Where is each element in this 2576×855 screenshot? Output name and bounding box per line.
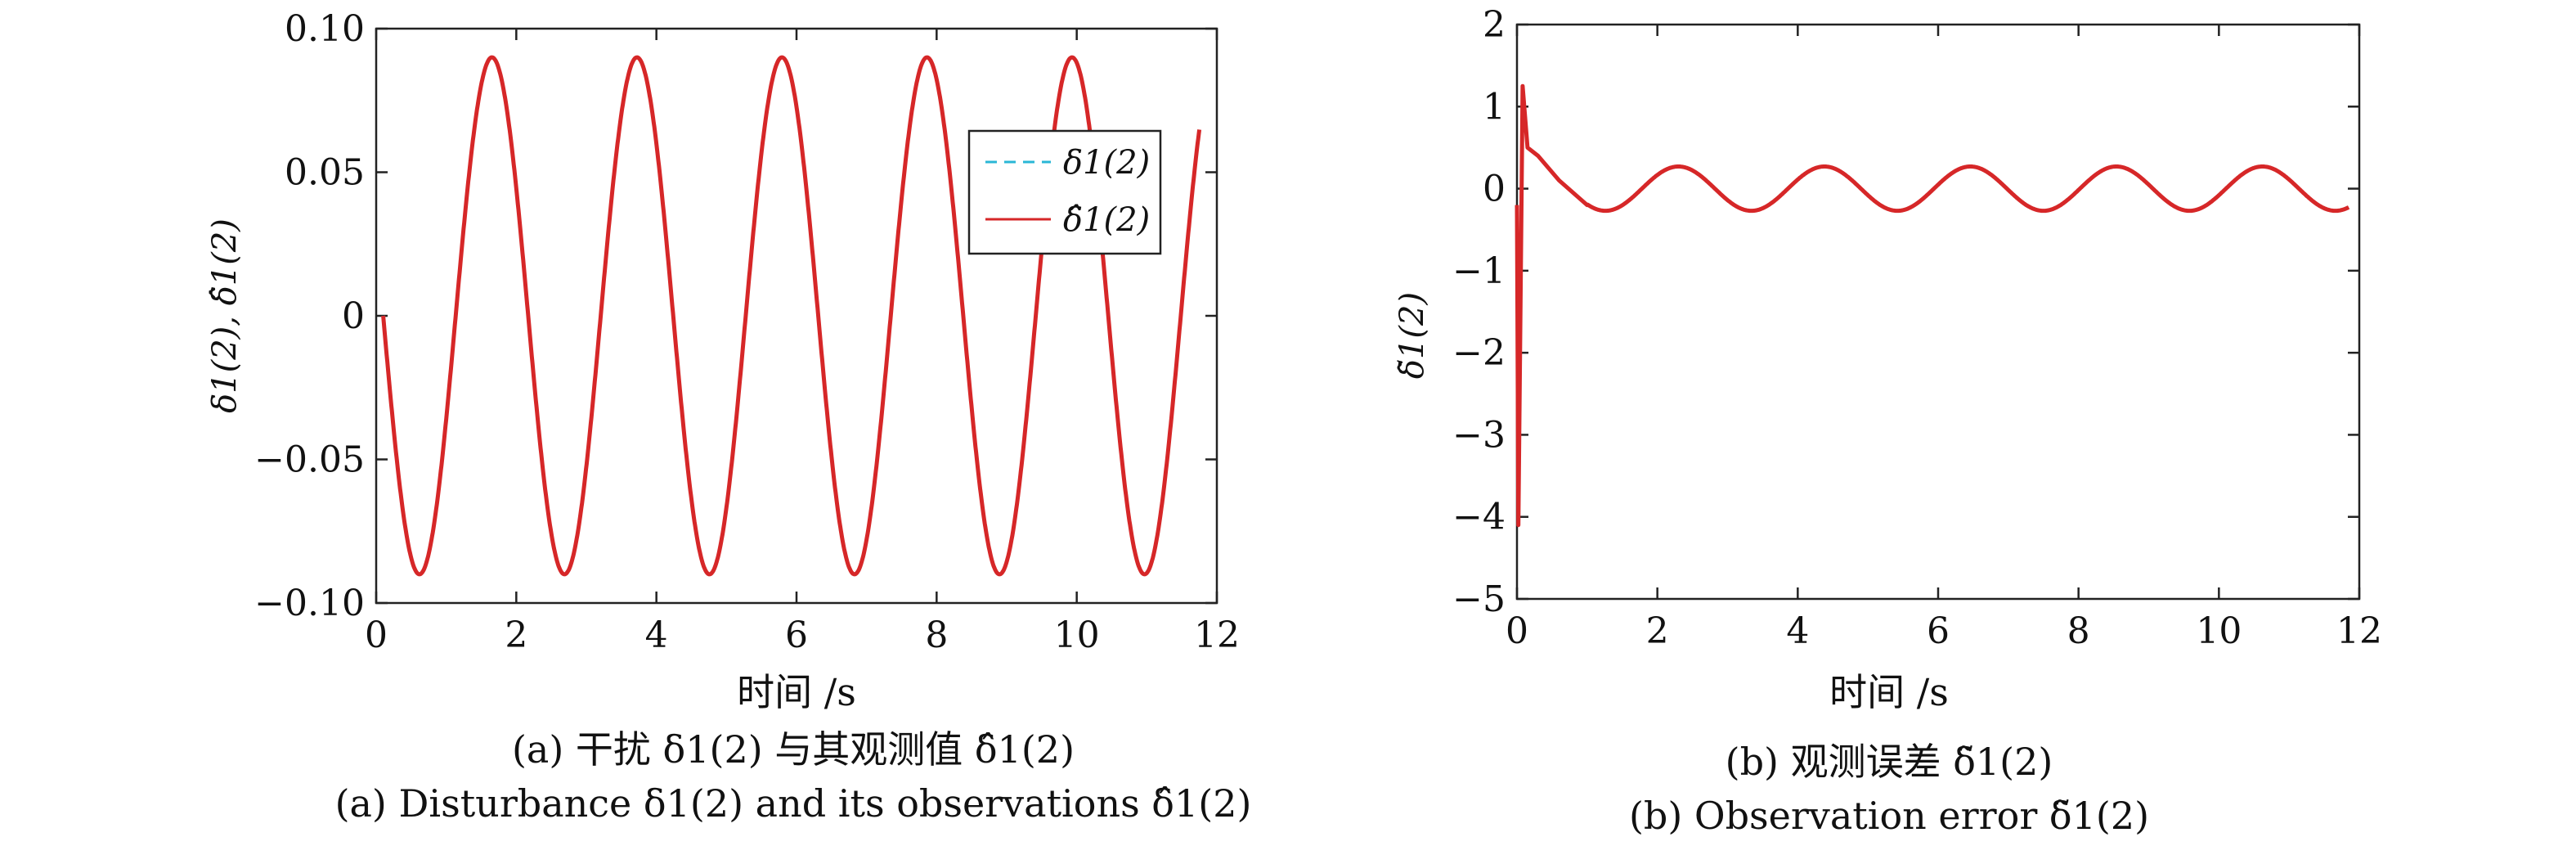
panel-b: 0 2 4 6 8 10 12 210−1−2−3−4−5 时间 /s δ̃1(2) — [1393, 4, 2382, 714]
panel-a-series — [381, 55, 1202, 577]
x-tick-label: 0 — [1506, 610, 1528, 652]
y-tick-label: −2 — [1452, 332, 1506, 374]
y-tick-label: 0.10 — [285, 8, 365, 50]
x-tick-label: 12 — [1194, 614, 1240, 656]
x-tick-label: 6 — [1927, 610, 1950, 652]
y-tick-label: 0 — [342, 295, 365, 337]
y-tick-label: −4 — [1452, 497, 1506, 538]
panel-a-caption-en: (a) Disturbance δ1(2) and its observatio… — [334, 781, 1252, 826]
panel-a-x-axis-label: 时间 /s — [737, 670, 856, 714]
panel-a-y-axis-label: δ1(2), δ̂1(2) — [206, 218, 244, 413]
panel-a-legend: δ1(2) δ̂1(2) — [967, 129, 1162, 255]
y-tick-label: 1 — [1483, 86, 1506, 128]
panel-b-y-tick-labels: 2 1 0 −1 −2 −3 −4 −5 — [1452, 4, 1506, 620]
panel-a: 0 2 4 6 8 10 12 0.10 0.05 0 −0.05 −0.10 时间 /s δ1(2… — [206, 8, 1240, 714]
panel-b-x-axis-label: 时间 /s — [1829, 670, 1949, 714]
x-tick-label: 0 — [365, 614, 388, 656]
x-tick-label: 8 — [925, 614, 948, 656]
series-line-1 — [381, 55, 1202, 577]
panel-b-x-tick-labels: 0 2 4 6 8 10 12 — [1506, 610, 2382, 652]
x-tick-label: 12 — [2336, 610, 2382, 652]
legend-box — [967, 129, 1162, 255]
x-tick-label: 10 — [1054, 614, 1100, 656]
panel-b-series — [1515, 83, 2350, 528]
y-tick-label: 0.05 — [285, 152, 365, 194]
legend-entry-disturbance: δ1(2) — [1063, 144, 1150, 182]
panel-b-plot-frame — [1515, 23, 2361, 601]
x-tick-label: 10 — [2196, 610, 2242, 652]
panel-b-y-axis-label: δ̃1(2) — [1393, 292, 1431, 379]
panel-a-x-tick-labels: 0 2 4 6 8 10 12 — [365, 614, 1240, 656]
x-tick-label: 8 — [2067, 610, 2090, 652]
x-tick-label: 4 — [1786, 610, 1809, 652]
panel-b-caption-cn: (b) 观测误差 δ̃1(2) — [1725, 740, 2053, 784]
panel-a-caption-cn: (a) 干扰 δ1(2) 与其观测值 δ̂1(2) — [511, 727, 1075, 772]
y-tick-label: −5 — [1452, 578, 1506, 620]
series-line-0 — [1515, 83, 2350, 528]
y-tick-label: 2 — [1483, 4, 1506, 46]
y-tick-label: −1 — [1452, 250, 1506, 292]
y-tick-label: 0 — [1483, 169, 1506, 210]
x-tick-label: 4 — [645, 614, 668, 656]
y-tick-label: −0.10 — [254, 583, 365, 624]
legend-entry-observation: δ̂1(2) — [1063, 201, 1150, 239]
y-tick-label: −0.05 — [254, 439, 365, 481]
panel-a-ticks — [375, 27, 1218, 605]
panel-b-ticks — [1515, 23, 2361, 601]
y-tick-label: −3 — [1452, 414, 1506, 456]
x-tick-label: 2 — [505, 614, 527, 656]
panel-b-caption-en: (b) Observation error δ̃1(2) — [1628, 794, 2150, 838]
x-tick-label: 2 — [1646, 610, 1669, 652]
x-tick-label: 6 — [785, 614, 808, 656]
panel-a-y-tick-labels: 0.10 0.05 0 −0.05 −0.10 — [254, 8, 365, 624]
